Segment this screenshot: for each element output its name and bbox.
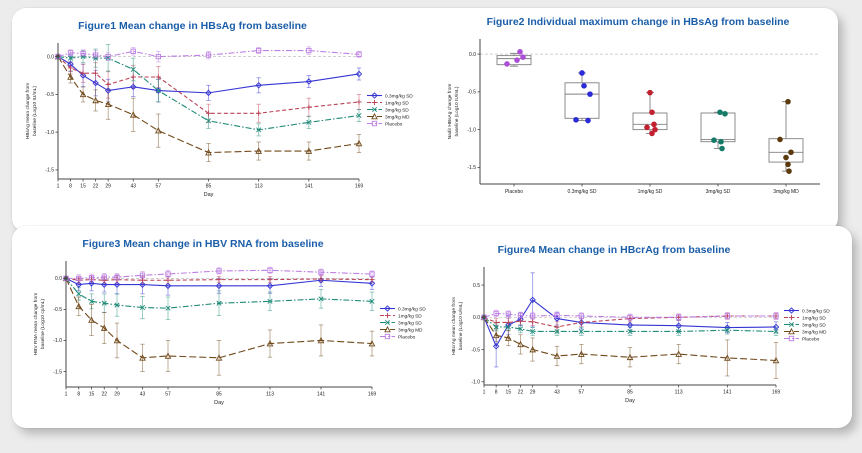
figure2-plot: 0.0 -0.5 -1.0 -1.5 Nadir HBsAg change from ba… [447,39,820,195]
figure3-title: Figure3 Mean change in HBV RNA from base… [82,238,324,250]
svg-text:1mg/kg SD: 1mg/kg SD [802,315,826,321]
svg-text:Day: Day [204,192,214,198]
svg-text:43: 43 [140,392,146,398]
svg-text:1: 1 [65,392,68,398]
svg-text:-0.5: -0.5 [471,347,480,353]
svg-text:-1.0: -1.0 [467,127,476,133]
svg-text:0.5: 0.5 [473,283,480,289]
svg-text:-1.0: -1.0 [53,338,62,344]
svg-text:85: 85 [627,390,633,396]
svg-text:0.0: 0.0 [473,315,480,321]
svg-text:15: 15 [80,184,86,190]
svg-text:29: 29 [105,184,111,190]
svg-text:Day: Day [214,400,224,406]
svg-text:baseline (Log10 cp/mL): baseline (Log10 cp/mL) [40,299,46,350]
svg-text:169: 169 [368,392,377,398]
svg-text:57: 57 [165,392,171,398]
svg-text:113: 113 [675,390,683,396]
svg-text:169: 169 [772,390,781,396]
svg-text:1: 1 [483,390,486,396]
svg-text:3mg/kg SD: 3mg/kg SD [706,189,731,195]
svg-text:3mg/kg MD: 3mg/kg MD [398,327,423,333]
figure2: Figure2 Individual maximum change in HBs… [442,16,834,209]
svg-text:169: 169 [355,184,364,190]
figure4: Figure4 Mean change in HBcrAg from basel… [446,244,852,414]
svg-text:0.0: 0.0 [55,276,62,282]
svg-text:Placebo: Placebo [398,334,416,340]
figure2-title: Figure2 Individual maximum change in HBs… [486,16,790,28]
svg-text:Placebo: Placebo [802,336,820,342]
svg-text:113: 113 [266,392,274,398]
svg-text:0.3mg/kg SD: 0.3mg/kg SD [802,308,830,314]
figure3: Figure3 Mean change in HBV RNA from base… [28,238,448,416]
svg-text:baseline (Log10 IU/mL): baseline (Log10 IU/mL) [32,86,38,136]
svg-text:Placebo: Placebo [385,121,403,127]
svg-text:3mg/kg SD: 3mg/kg SD [802,322,826,328]
svg-text:-1.5: -1.5 [53,369,62,375]
svg-text:141: 141 [723,390,732,396]
svg-text:0.3mg/kg SD: 0.3mg/kg SD [398,306,426,312]
svg-text:8: 8 [495,390,498,396]
svg-text:85: 85 [216,392,222,398]
svg-text:8: 8 [69,184,72,190]
svg-text:15: 15 [506,390,512,396]
svg-text:1mg/kg SD: 1mg/kg SD [638,189,663,195]
svg-text:HBsAg mean change from: HBsAg mean change from [25,83,31,139]
svg-text:-0.5: -0.5 [53,307,62,313]
svg-text:-0.5: -0.5 [45,92,54,98]
svg-text:141: 141 [317,392,326,398]
svg-text:22: 22 [93,184,99,190]
svg-text:-1.0: -1.0 [471,380,480,386]
figure1: Figure1 Mean change in HBsAg from baseli… [20,20,435,208]
svg-text:0.3mg/kg SD: 0.3mg/kg SD [568,189,597,195]
bottom-card: Figure3 Mean change in HBV RNA from base… [12,226,852,428]
svg-text:-0.5: -0.5 [467,90,476,96]
svg-text:29: 29 [530,390,536,396]
svg-text:1mg/kg SD: 1mg/kg SD [385,100,409,106]
svg-text:43: 43 [130,184,136,190]
svg-text:HBV RNA mean change from: HBV RNA mean change from [33,293,39,355]
svg-text:141: 141 [305,184,314,190]
svg-text:15: 15 [89,392,95,398]
svg-text:Placebo: Placebo [505,189,523,195]
svg-text:3mg/kg SD: 3mg/kg SD [398,320,422,326]
figure4-title: Figure4 Mean change in HBcrAg from basel… [497,244,731,256]
svg-text:22: 22 [101,392,107,398]
figure1-title: Figure1 Mean change in HBsAg from baseli… [78,20,307,32]
svg-text:22: 22 [518,390,524,396]
svg-text:3mg/kg MD: 3mg/kg MD [773,189,799,195]
svg-text:0.0: 0.0 [47,54,54,60]
svg-text:29: 29 [114,392,120,398]
svg-text:1mg/kg SD: 1mg/kg SD [398,313,422,319]
svg-text:Nadir HBsAg change from: Nadir HBsAg change from [447,84,453,140]
svg-text:HBcrAg mean change from: HBcrAg mean change from [451,297,457,355]
svg-text:-1.0: -1.0 [45,130,54,136]
svg-text:85: 85 [206,184,212,190]
svg-text:3mg/kg MD: 3mg/kg MD [385,114,410,120]
svg-text:57: 57 [579,390,585,396]
top-card: Figure1 Mean change in HBsAg from baseli… [12,8,838,232]
figure3-plot: 0.0 -0.5 -1.0 -1.5 HBV RNA mean change from b… [33,261,426,406]
svg-text:-1.5: -1.5 [45,168,54,174]
svg-text:43: 43 [554,390,560,396]
svg-text:Day: Day [625,398,635,404]
svg-text:1: 1 [57,184,60,190]
svg-text:baseline (Log10 U/mL): baseline (Log10 U/mL) [458,301,464,350]
svg-text:0.3mg/kg SD: 0.3mg/kg SD [385,93,413,99]
svg-text:baseline (Log10 IU/mL): baseline (Log10 IU/mL) [454,86,460,136]
figure4-plot: 0.5 0.0 -0.5 -1.0 HBcrAg mean change from bas… [451,267,830,404]
svg-text:3mg/kg SD: 3mg/kg SD [385,107,409,113]
svg-text:3mg/kg MD: 3mg/kg MD [802,329,827,335]
figure1-plot: 0.0 -0.5 -1.0 -1.5 HBsAg mean change from bas… [25,43,413,198]
svg-text:0.0: 0.0 [469,52,476,58]
svg-text:8: 8 [77,392,80,398]
svg-text:113: 113 [255,184,263,190]
svg-text:-1.5: -1.5 [467,165,476,171]
svg-text:57: 57 [156,184,162,190]
